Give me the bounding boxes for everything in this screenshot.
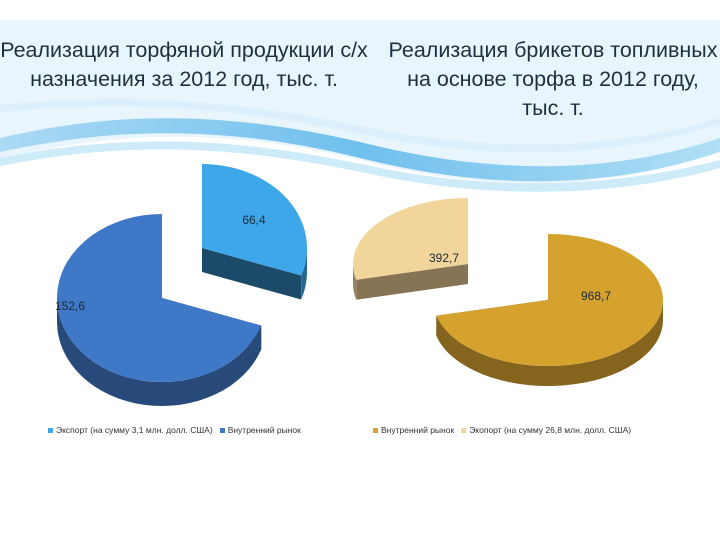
pie-slice-rim [353, 264, 357, 300]
pie-slice: 968,7 [436, 234, 663, 386]
background-wave [0, 118, 720, 182]
legend-swatch [48, 427, 53, 433]
pie-slice-top [353, 198, 468, 280]
legend-entry: Внутренний рынок [219, 425, 301, 435]
legend-entry: Экспорт (на сумму 3,1 млн. долл. США) [48, 425, 213, 435]
pie-chart-2: 968,7 392,7 [353, 198, 663, 386]
pie-slice-top [202, 164, 307, 276]
background-wave [0, 141, 720, 192]
data-label: 66,4 [242, 213, 266, 227]
data-label: 392,7 [429, 251, 459, 265]
legend-entry: Внутренний рынок [373, 425, 454, 435]
pie-slice-side [356, 264, 468, 300]
background-wave [0, 99, 720, 153]
legend-label: Внутренний рынок [227, 425, 301, 435]
pie-slice: 66,4 [202, 164, 307, 300]
data-label: 152,6 [55, 299, 85, 313]
legend-label: Экопорт (на сумму 26,8 млн. долл. США) [469, 425, 632, 435]
legend-swatch [373, 427, 378, 433]
legend-label: Внутренний рынок [381, 425, 455, 435]
data-label: 968,7 [581, 289, 611, 303]
pie-slice-rim [436, 300, 663, 386]
pie-slice-top [57, 214, 262, 383]
legend-label: Экспорт (на сумму 3,1 млн. долл. США) [56, 425, 213, 435]
pie-chart-1: 152,6 66,4 [55, 164, 307, 407]
legend-entry: Экопорт (на сумму 26,8 млн. долл. США) [461, 425, 631, 435]
chart-title-right: Реализация брикетов топливных на основе … [388, 38, 718, 120]
legend-left: Экспорт (на сумму 3,1 млн. долл. США) Вну… [48, 425, 308, 435]
pie-slice-rim [301, 248, 307, 300]
pie-slice-side [202, 248, 302, 300]
pie-slice: 392,7 [353, 198, 468, 300]
legend-swatch [461, 427, 467, 433]
legend-swatch [219, 427, 225, 433]
pie-slice-rim [57, 298, 262, 407]
pie-slice-top [436, 234, 663, 367]
chart-title-left: Реализация торфяной продукции с/х назнач… [0, 38, 368, 91]
legend-right: Внутренний рынок Экопорт (на сумму 26,8 м… [373, 425, 638, 435]
pie-slice: 152,6 [55, 214, 262, 407]
background-wave [0, 20, 720, 184]
